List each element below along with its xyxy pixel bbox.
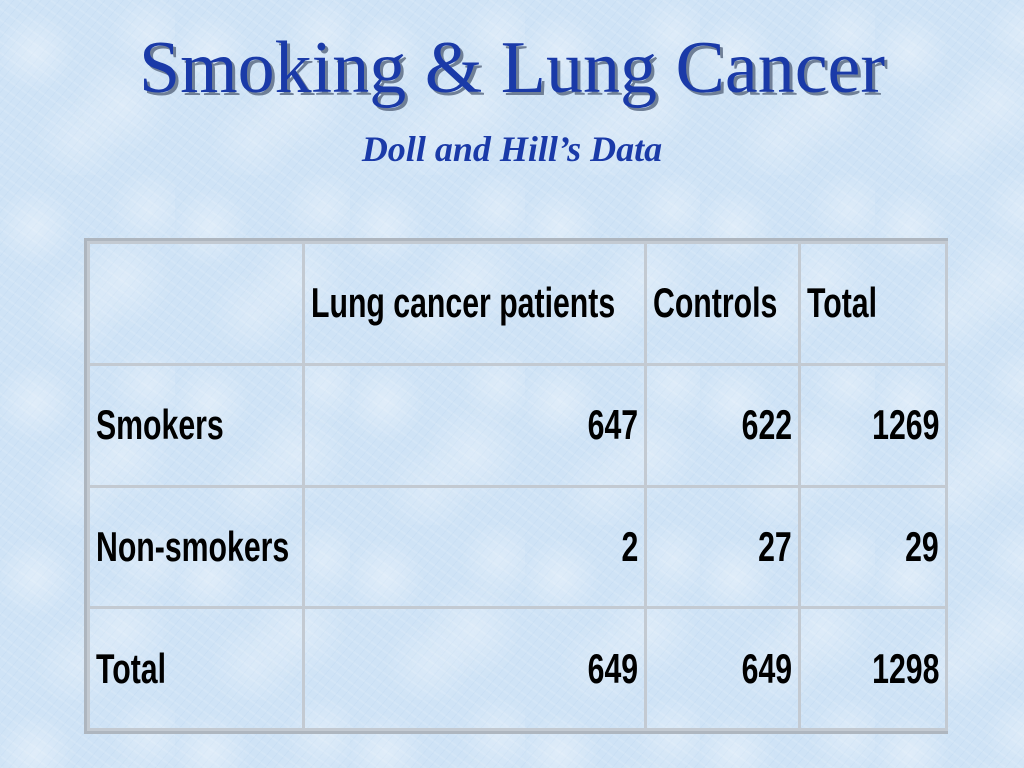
cell-value: 622	[741, 401, 792, 449]
table-row: Non-smokers 2 27 29	[87, 484, 948, 610]
header-cell-controls: Controls	[644, 241, 801, 366]
row-label-cell: Non-smokers	[87, 484, 305, 610]
value-cell: 27	[644, 484, 801, 610]
row-label-cell: Smokers	[87, 362, 305, 488]
value-cell: 649	[644, 606, 801, 731]
cell-value: 647	[587, 401, 638, 449]
cell-value: 649	[741, 644, 792, 692]
row-label: Non-smokers	[96, 522, 290, 570]
cell-value: 1269	[871, 401, 939, 449]
cell-value: 29	[905, 522, 939, 570]
header-controls-label: Controls	[653, 279, 778, 327]
value-cell: 647	[302, 362, 647, 488]
header-cell-empty	[87, 241, 305, 366]
row-label: Total	[96, 644, 166, 692]
header-cell-lung-cancer-patients: Lung cancer patients	[302, 241, 647, 366]
data-table: Lung cancer patients Controls Total Smok…	[87, 241, 948, 731]
value-cell: 622	[644, 362, 801, 488]
slide-subtitle: Doll and Hill’s Data	[361, 129, 663, 169]
header-cell-total: Total	[798, 241, 948, 366]
cell-value: 649	[587, 644, 638, 692]
cell-value: 27	[758, 522, 792, 570]
header-lung-cancer-patients-label: Lung cancer patients	[311, 279, 616, 327]
header-total-label: Total	[807, 279, 877, 327]
value-cell: 1298	[798, 606, 948, 731]
value-cell: 29	[798, 484, 948, 610]
cell-value: 2	[621, 522, 638, 570]
value-cell: 649	[302, 606, 647, 731]
cell-value: 1298	[871, 644, 939, 692]
slide-title: Smoking & Lung Cancer	[138, 27, 886, 109]
value-cell: 1269	[798, 362, 948, 488]
table-row: Smokers 647 622 1269	[87, 362, 948, 488]
row-label: Smokers	[96, 401, 224, 449]
table-row: Total 649 649 1298	[87, 606, 948, 731]
table-header-row: Lung cancer patients Controls Total	[87, 241, 948, 366]
row-label-cell: Total	[87, 606, 305, 731]
value-cell: 2	[302, 484, 647, 610]
data-table-frame: Lung cancer patients Controls Total Smok…	[84, 238, 948, 734]
